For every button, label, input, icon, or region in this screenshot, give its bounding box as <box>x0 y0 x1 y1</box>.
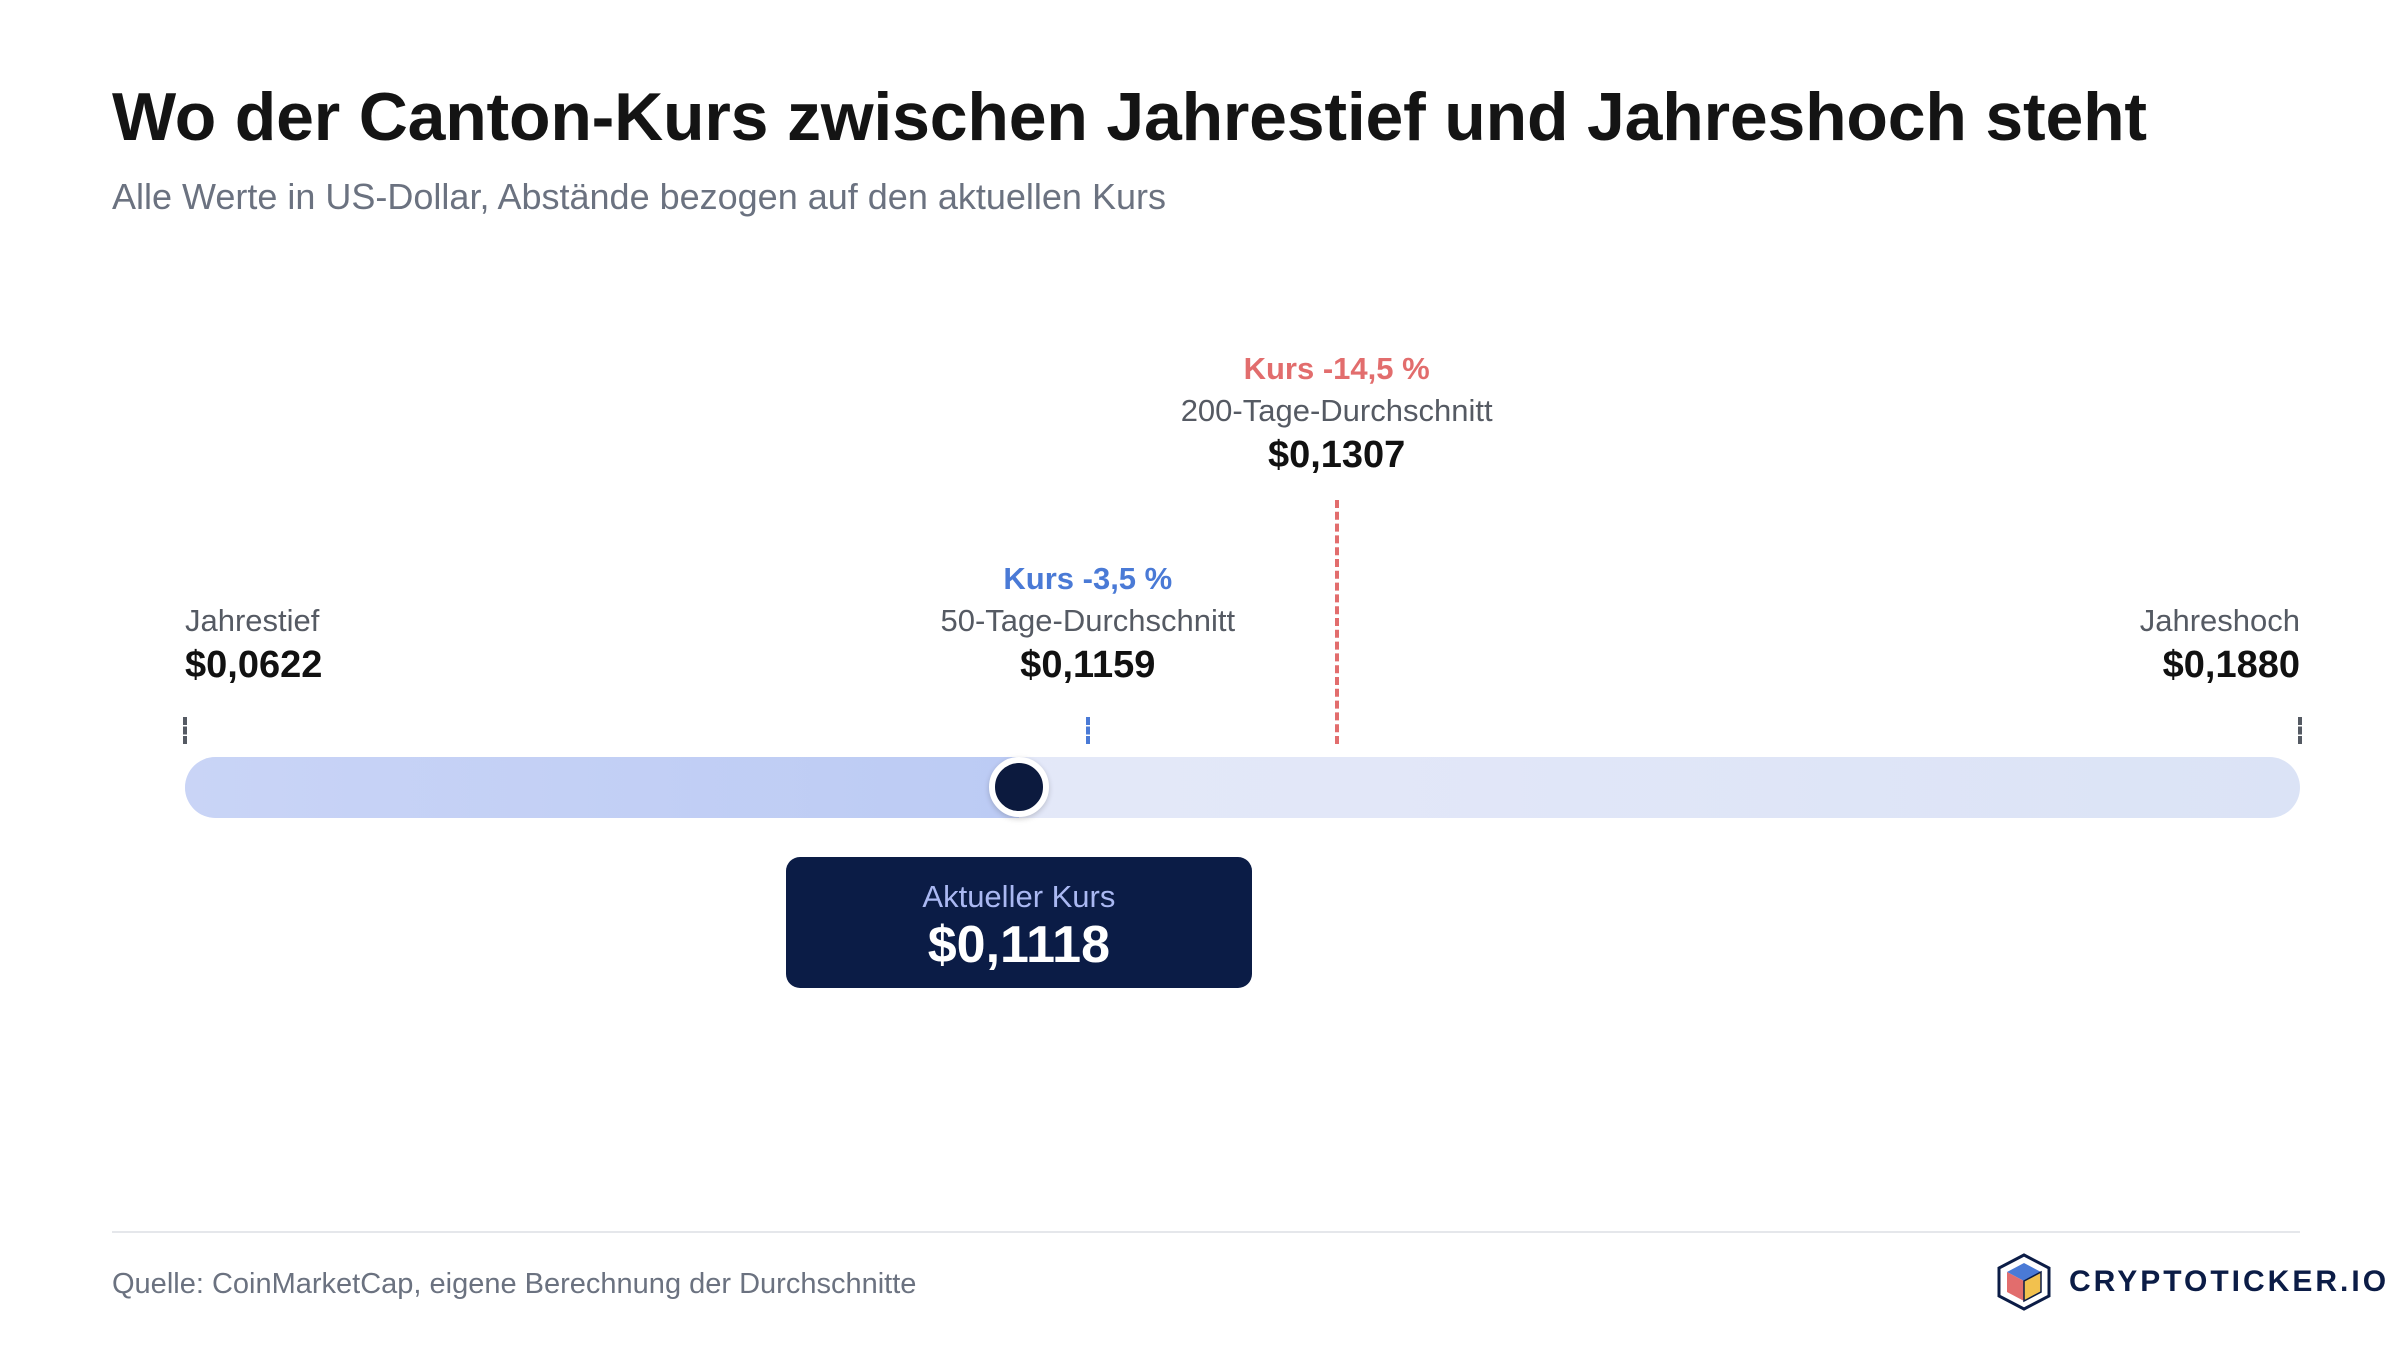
current-price-knob <box>988 757 1049 817</box>
ma50-value: $0,1159 <box>1020 644 1156 686</box>
ma200-value: $0,1307 <box>1267 434 1406 476</box>
ma200-delta-label: Kurs -14,5 % <box>1243 351 1430 386</box>
current-price-box: Aktueller Kurs $0,1118 <box>785 857 1252 988</box>
year-high-value: $0,1880 <box>2162 644 2300 686</box>
ma50-tick <box>1085 717 1090 744</box>
current-price-value: $0,1118 <box>927 916 1110 974</box>
ma50-label: 50-Tage-Durchschnitt <box>940 603 1236 638</box>
year-low-tick <box>183 717 187 744</box>
footer-divider <box>112 1231 2300 1233</box>
cube-logo-icon <box>1997 1253 2051 1311</box>
ma200-label: 200-Tage-Durchschnitt <box>1180 393 1493 428</box>
range-track <box>185 757 2300 818</box>
year-high-label: Jahreshoch <box>2139 603 2300 638</box>
ma200-line <box>1334 500 1339 744</box>
ma50-delta-label: Kurs -3,5 % <box>1003 561 1173 596</box>
chart-subtitle: Alle Werte in US-Dollar, Abstände bezoge… <box>112 176 1166 217</box>
source-note: Quelle: CoinMarketCap, eigene Berechnung… <box>112 1268 917 1300</box>
brand-name: CRYPTOTICKER.IO <box>2069 1265 2390 1298</box>
chart-title: Wo der Canton-Kurs zwischen Jahrestief u… <box>112 79 2147 155</box>
range-fill-to-current <box>185 757 1019 818</box>
year-low-value: $0,0622 <box>185 644 323 686</box>
current-price-label: Aktueller Kurs <box>922 879 1116 914</box>
year-high-tick <box>2298 717 2302 744</box>
year-low-label: Jahrestief <box>185 603 320 638</box>
brand[interactable]: CRYPTOTICKER.IO <box>1993 1251 2389 1313</box>
